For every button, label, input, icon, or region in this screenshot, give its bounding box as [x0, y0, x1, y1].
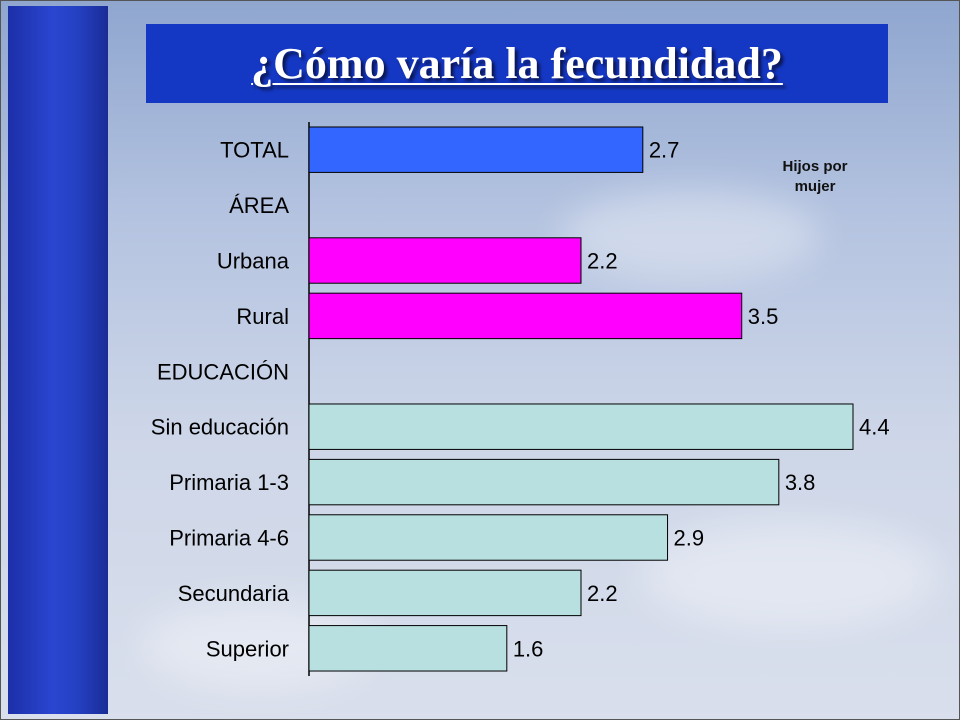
value-label: 3.5	[748, 304, 779, 329]
value-label: 2.9	[674, 526, 705, 551]
bar	[308, 292, 743, 340]
title-banner: ¿Cómo varía la fecundidad?	[146, 24, 888, 103]
cloud-decoration	[640, 520, 940, 630]
value-label: 3.8	[785, 470, 816, 495]
bar	[308, 126, 644, 173]
blue-sidebar	[8, 6, 108, 714]
bar	[308, 458, 780, 506]
category-label: Sin educación	[151, 415, 289, 440]
bar	[308, 237, 582, 284]
slide-title: ¿Cómo varía la fecundidad?	[251, 39, 783, 88]
value-label: 4.4	[859, 415, 890, 440]
value-label: 2.2	[587, 581, 618, 606]
value-label: 2.2	[587, 249, 618, 274]
category-label: Rural	[236, 304, 289, 329]
bar	[308, 403, 854, 450]
category-label: EDUCACIÓN	[157, 359, 289, 384]
category-label: Primaria 4-6	[169, 526, 289, 551]
value-label: 1.6	[513, 636, 544, 661]
bar	[308, 569, 582, 617]
category-label: Primaria 1-3	[169, 470, 289, 495]
category-label: Secundaria	[178, 581, 290, 606]
bar	[308, 625, 508, 672]
unit-label: Hijos por mujer	[782, 158, 848, 195]
cloud-decoration	[560, 190, 820, 280]
value-label: 2.7	[649, 138, 680, 163]
category-label: Superior	[206, 636, 289, 661]
category-label: TOTAL	[220, 138, 289, 163]
category-label: Urbana	[217, 249, 290, 274]
bar	[308, 514, 669, 561]
category-label: ÁREA	[229, 193, 289, 218]
